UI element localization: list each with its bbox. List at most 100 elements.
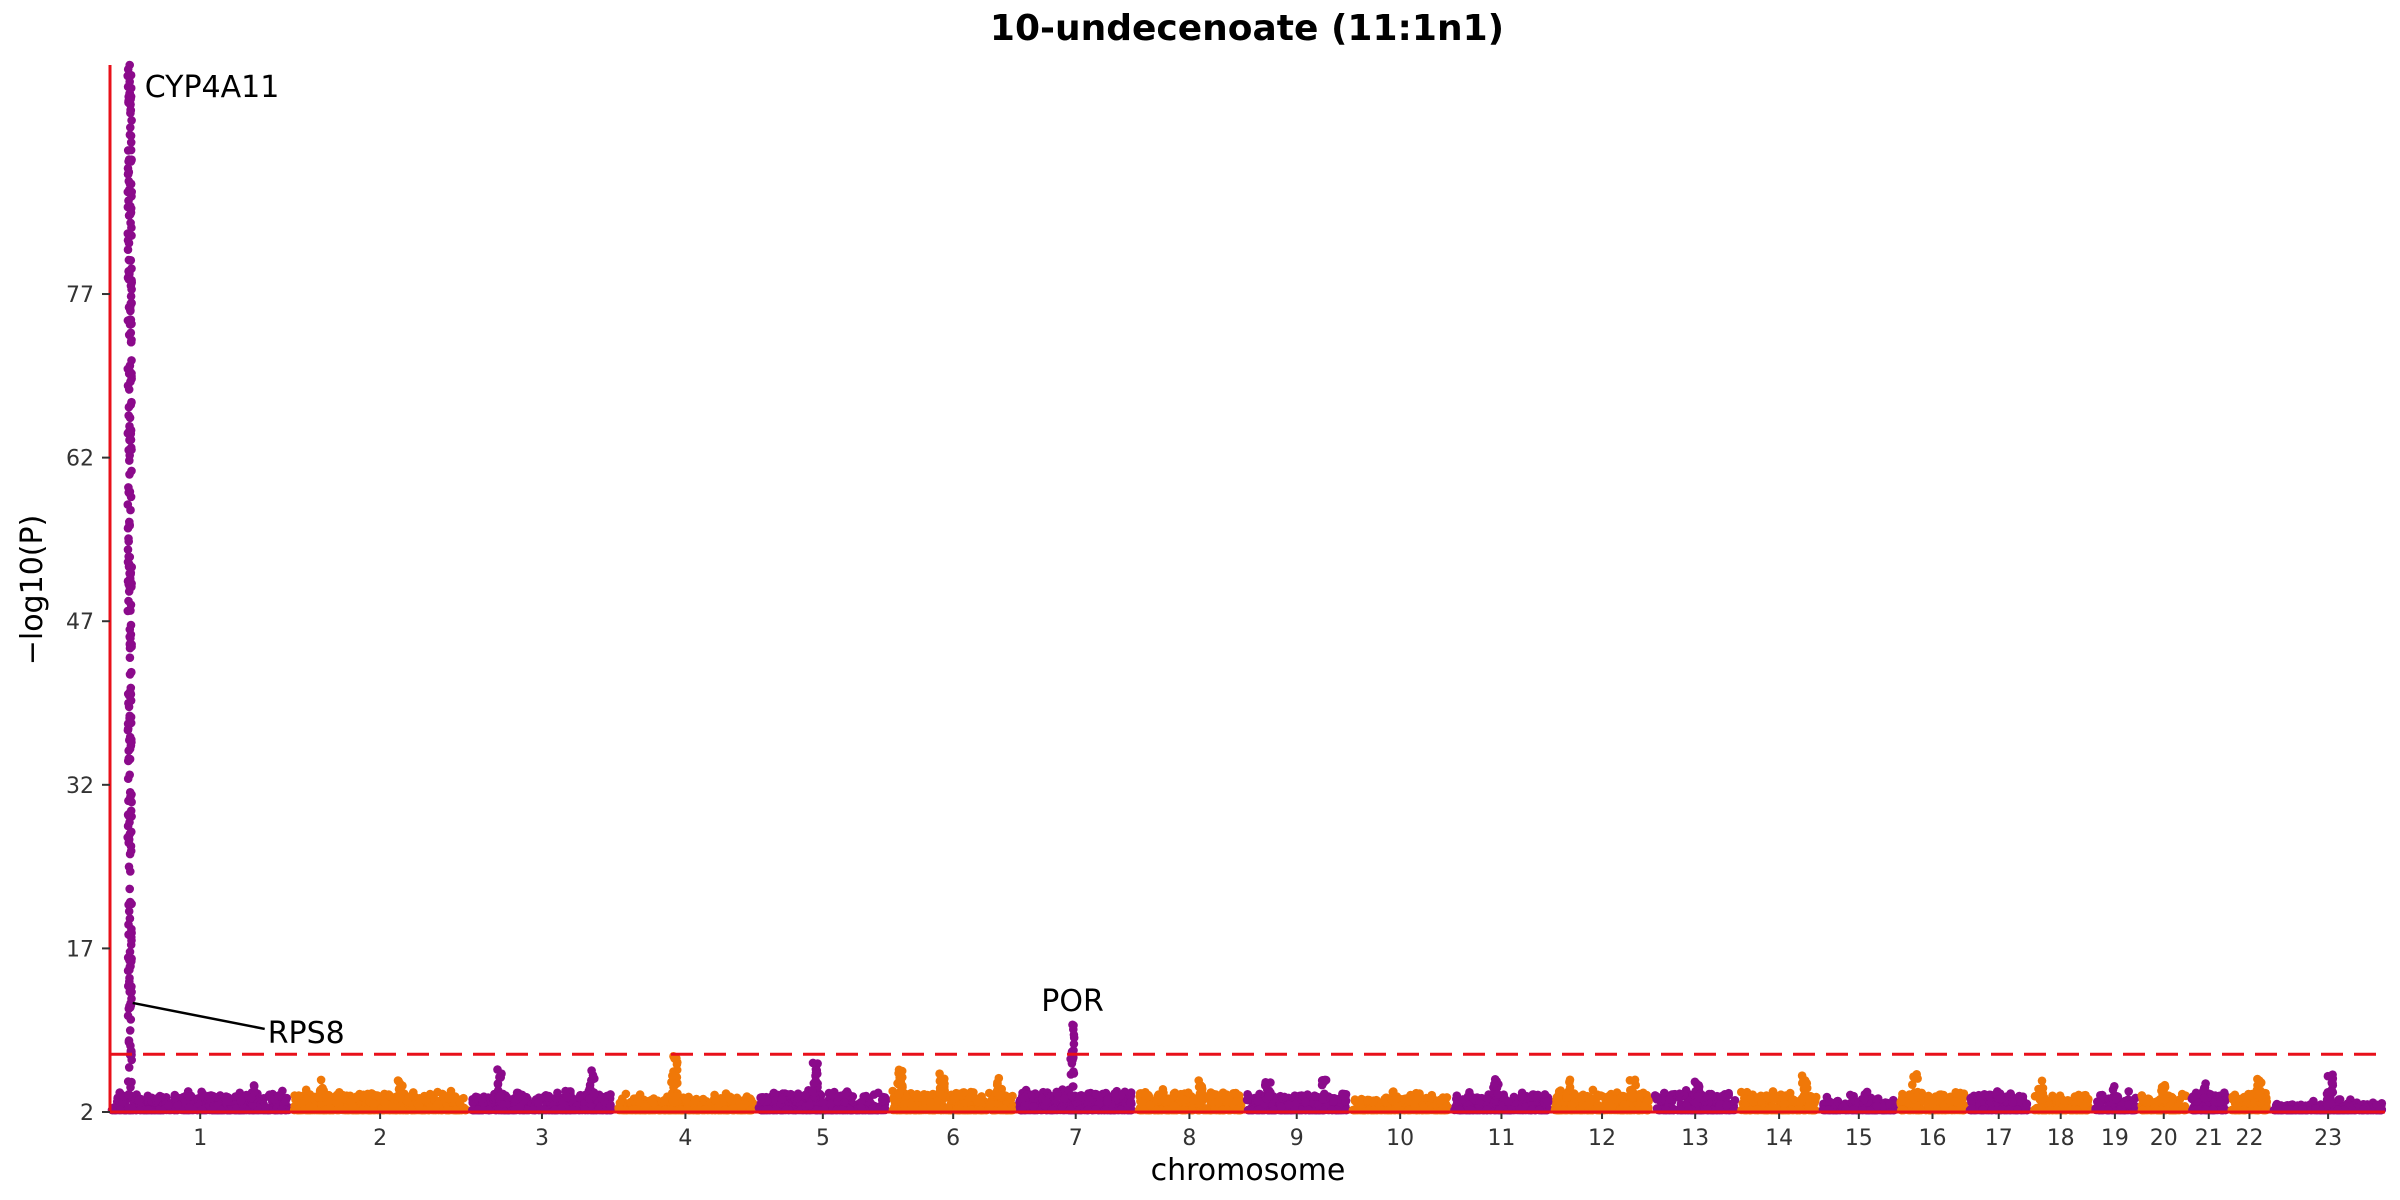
snp-point	[495, 1072, 504, 1082]
snp-point	[1069, 1067, 1078, 1076]
snp-point	[1041, 1097, 1051, 1106]
snp-point	[127, 187, 136, 197]
snp-point	[1145, 1100, 1155, 1110]
snp-point	[1137, 1089, 1146, 1098]
chromosome-10-points	[1348, 1087, 1453, 1115]
snp-point	[125, 366, 134, 376]
snp-point	[388, 1102, 397, 1112]
snp-point	[1235, 1097, 1245, 1107]
snp-point	[671, 1092, 680, 1101]
snp-point	[1380, 1094, 1389, 1104]
snp-point	[270, 1095, 279, 1105]
snp-point	[126, 145, 136, 155]
snp-point	[281, 1097, 290, 1106]
snp-point	[936, 1087, 945, 1096]
snp-point	[123, 523, 133, 533]
snp-point	[125, 470, 134, 479]
snp-point	[834, 1092, 843, 1102]
snp-point	[185, 1091, 194, 1101]
snp-point	[125, 744, 135, 754]
snp-point	[673, 1078, 682, 1088]
snp-point	[808, 1087, 817, 1096]
snp-point	[993, 1090, 1003, 1100]
snp-point	[1067, 1059, 1077, 1068]
snp-point	[811, 1068, 821, 1078]
snp-point	[173, 1100, 183, 1109]
snp-point	[641, 1102, 651, 1111]
snp-point	[348, 1102, 357, 1111]
snp-point	[125, 670, 135, 679]
chromosome-4-points	[614, 1052, 758, 1115]
snp-point	[236, 1096, 246, 1106]
snp-point	[127, 356, 136, 365]
snp-point	[124, 255, 134, 265]
chromosome-2-points	[289, 1075, 471, 1115]
snp-point	[1195, 1089, 1205, 1098]
snp-point	[1301, 1097, 1310, 1107]
snp-point	[373, 1091, 382, 1100]
snp-point	[859, 1092, 868, 1101]
snp-point	[127, 116, 136, 125]
snp-point	[589, 1089, 599, 1099]
snp-point	[126, 201, 135, 211]
snp-point	[793, 1089, 803, 1098]
snp-point	[514, 1092, 524, 1101]
snp-point	[993, 1079, 1002, 1089]
snp-point	[123, 500, 133, 509]
snp-point	[912, 1093, 921, 1102]
snp-point	[125, 884, 134, 894]
snp-point	[621, 1089, 631, 1099]
snp-point	[125, 849, 135, 859]
snp-point	[125, 1001, 134, 1011]
snp-point	[1006, 1092, 1015, 1102]
snp-point	[123, 557, 133, 567]
snp-point	[125, 305, 135, 314]
chromosome-9-points	[1242, 1075, 1351, 1115]
snp-point	[124, 1090, 133, 1099]
snp-point	[660, 1095, 669, 1105]
snp-point	[125, 735, 134, 745]
snp-point	[123, 1077, 133, 1086]
data-points	[107, 60, 2387, 1115]
snp-point	[516, 1102, 525, 1112]
snp-point	[126, 123, 135, 132]
snp-point	[433, 1099, 443, 1109]
snp-point	[1103, 1097, 1112, 1107]
snp-point	[127, 264, 136, 273]
snp-point	[124, 411, 133, 420]
snp-point	[1276, 1102, 1286, 1111]
snp-point	[1354, 1096, 1364, 1106]
snp-point	[954, 1089, 964, 1099]
chromosome-3-points	[468, 1065, 616, 1115]
snp-point	[808, 1058, 818, 1068]
snp-point	[380, 1098, 390, 1108]
snp-point	[124, 537, 133, 546]
snp-point	[126, 328, 136, 338]
snp-point	[786, 1089, 796, 1099]
snp-point	[1280, 1092, 1289, 1102]
snp-point	[126, 435, 136, 445]
snp-point	[1341, 1096, 1351, 1106]
snp-point	[1068, 1082, 1078, 1091]
snp-point	[124, 385, 134, 394]
chromosome-8-points	[1134, 1076, 1246, 1115]
snp-point	[124, 96, 133, 106]
snp-point	[125, 569, 134, 578]
snp-point	[126, 138, 136, 147]
snp-point	[170, 1093, 180, 1103]
snp-point	[125, 1026, 135, 1035]
snp-point	[1154, 1090, 1163, 1099]
snp-point	[247, 1093, 256, 1103]
snp-point	[395, 1092, 404, 1102]
snp-point	[126, 292, 136, 301]
snp-point	[757, 1095, 767, 1104]
snp-point	[1318, 1094, 1327, 1104]
snp-point	[126, 131, 136, 141]
snp-point	[495, 1091, 505, 1101]
snp-point	[125, 947, 135, 957]
snp-point	[127, 335, 136, 345]
snp-point	[881, 1096, 891, 1105]
snp-point	[124, 488, 133, 497]
